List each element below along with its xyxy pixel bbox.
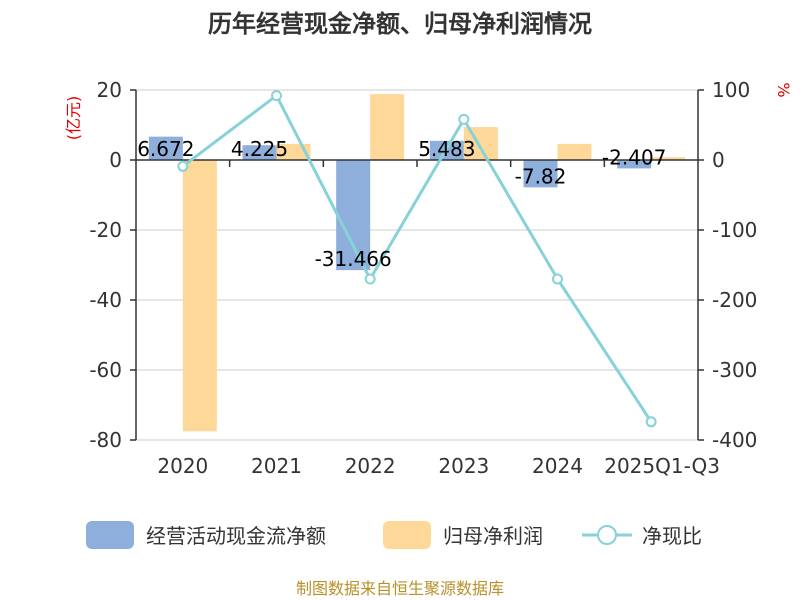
- ratio-line: [177, 90, 657, 428]
- data-label-2: -31.466: [315, 247, 392, 271]
- x-tick-label: 2023: [438, 454, 489, 478]
- bar-0-5: [617, 160, 652, 169]
- bar-0-0: [148, 136, 183, 160]
- ratio-point-0: [177, 160, 189, 172]
- source-note: 制图数据来自恒生聚源数据库: [296, 579, 504, 598]
- bar-0-4: [523, 160, 558, 188]
- left-tick-label: -40: [89, 288, 122, 312]
- axes: [135, 90, 699, 440]
- bar-1-5: [651, 157, 686, 160]
- bar-0-2: [336, 160, 371, 271]
- left-axis-unit: (亿元): [64, 96, 83, 141]
- x-tick-label: 2021: [251, 454, 302, 478]
- x-tick-label: 2022: [345, 454, 396, 478]
- chart-title: 历年经营现金净额、归母净利润情况: [208, 10, 592, 38]
- ratio-point-2: [364, 273, 376, 285]
- left-tick-label: 0: [109, 148, 122, 172]
- ratio-point-4: [552, 273, 563, 285]
- right-tick-label: 100: [712, 78, 750, 102]
- legend-label-cashflow: 经营活动现金流净额: [146, 524, 326, 548]
- legend-label-profit: 归母净利润: [443, 524, 543, 548]
- x-tick-label: 2024: [532, 454, 583, 478]
- data-labels: 6.672 4.225 -31.466 5.483 -7.82 -2.407: [137, 137, 666, 271]
- ratio-point-1: [271, 90, 282, 102]
- left-tick-label: -60: [89, 358, 122, 382]
- data-label-3: 5.483: [418, 137, 475, 161]
- x-axis-ticks: 2020 2021 2022 2023 2024 2025Q1-Q3: [157, 454, 720, 478]
- right-axis-ticks: 100 0 -100 -200 -300 -400: [698, 78, 757, 452]
- x-tick-label: 2020: [157, 454, 208, 478]
- bar-1-2: [370, 94, 405, 160]
- data-label-4: -7.82: [515, 164, 567, 188]
- x-tick-label: 2025Q1-Q3: [604, 454, 720, 478]
- grid-lines: [136, 89, 698, 441]
- legend-swatch-profit: [383, 521, 431, 549]
- left-tick-label: -20: [89, 218, 122, 242]
- right-tick-label: -100: [712, 218, 757, 242]
- data-label-5: -2.407: [602, 145, 666, 169]
- left-tick-label: 20: [97, 78, 122, 102]
- bar-1-4: [557, 143, 592, 160]
- bar-1-0: [182, 160, 217, 432]
- left-tick-label: -80: [89, 428, 122, 452]
- left-axis-ticks: 20 0 -20 -40 -60 -80: [89, 78, 136, 452]
- data-label-1: 4.225: [231, 137, 288, 161]
- legend: 经营活动现金流净额 归母净利润 净现比: [86, 521, 702, 549]
- bar-0-1: [242, 145, 277, 160]
- right-tick-label: -400: [712, 428, 757, 452]
- right-tick-label: -200: [712, 288, 757, 312]
- right-tick-label: 0: [712, 148, 725, 172]
- right-axis-unit: %: [774, 82, 793, 97]
- bars: [148, 94, 686, 432]
- bar-1-3: [463, 127, 498, 160]
- legend-marker-ratio: [597, 525, 617, 545]
- legend-swatch-cashflow: [86, 521, 134, 549]
- right-tick-label: -300: [712, 358, 757, 382]
- ratio-line-path: [181, 93, 653, 423]
- data-label-0: 6.672: [137, 137, 194, 161]
- ratio-point-3: [458, 113, 470, 125]
- ratio-point-5: [645, 416, 657, 428]
- legend-label-ratio: 净现比: [642, 524, 702, 548]
